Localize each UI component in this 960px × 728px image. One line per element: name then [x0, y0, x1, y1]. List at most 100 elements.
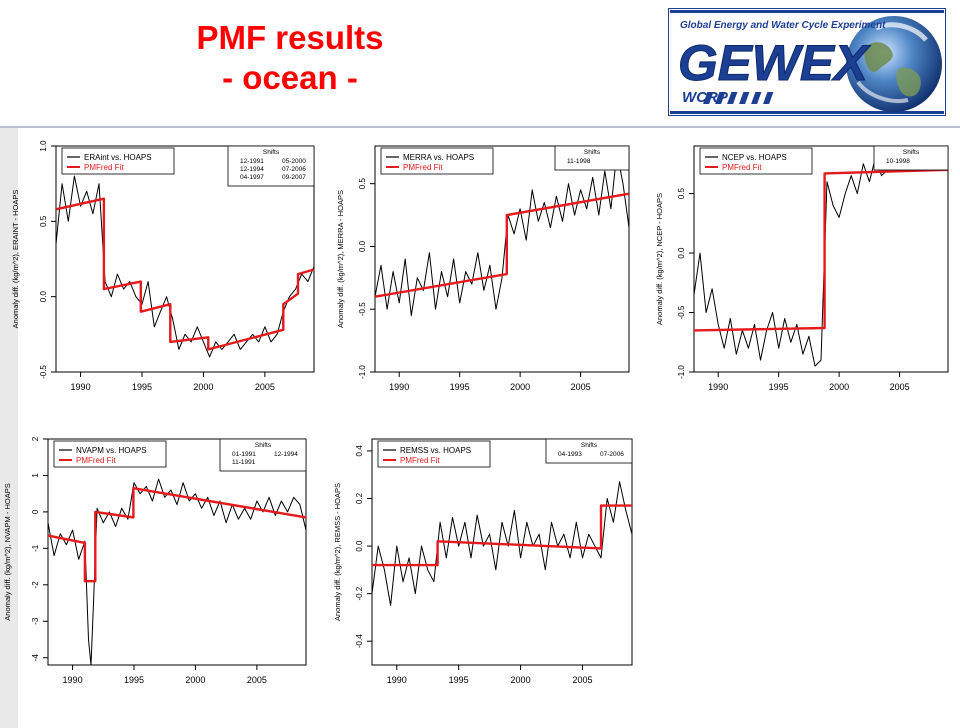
x-tick-label: 1995	[124, 675, 144, 685]
left-gray-band	[0, 128, 18, 728]
shift-date: 10-1998	[886, 158, 910, 165]
chart-ncep: 1990 1995 2000 2005 -1.0 -0.5 0.0 0.5 Anomaly di…	[655, 145, 949, 392]
x-tick-label: 2005	[247, 675, 267, 685]
y-axis-label: Anomaly diff. (kg/m^2), ERAINT - HOAPS	[11, 190, 20, 329]
series-line	[374, 151, 630, 316]
shifts-box	[227, 145, 315, 187]
y-tick-label: -0.4	[355, 634, 364, 648]
shift-date: 04-1993	[558, 451, 582, 458]
logo-wordmark: GEWEX	[678, 35, 871, 91]
x-tick-label: 1990	[708, 382, 728, 392]
y-tick-label: -1	[31, 544, 40, 552]
y-tick-label: 0.5	[358, 178, 367, 190]
x-tick-label: 1995	[450, 382, 470, 392]
chart-remss: 1990 1995 2000 2005 -0.4 -0.2 0.0 0.2 0.4 Anomaly…	[333, 438, 633, 685]
y-tick-label: -1.0	[358, 365, 367, 379]
shifts-box	[545, 438, 633, 464]
y-axis-label: Anomaly diff. (kg/m^2), NCEP - HOAPS	[655, 193, 664, 325]
x-tick-label: 1990	[63, 675, 83, 685]
fit-line	[55, 197, 315, 351]
shift-date: 11-1998	[567, 158, 591, 165]
y-tick-label: 0.0	[39, 291, 48, 303]
legend-entry: REMSS vs. HOAPS	[400, 446, 471, 455]
shifts-label: Shifts	[263, 149, 280, 156]
y-tick-label: -1.0	[677, 365, 686, 379]
shift-date: 09-2007	[282, 174, 306, 181]
legend-box	[53, 440, 167, 468]
y-tick-label: 2	[31, 436, 40, 441]
y-tick-label: 0.4	[355, 445, 364, 457]
y-tick-label: -0.2	[355, 586, 364, 600]
y-axis-label: Anomaly diff. (kg/m^2), NVAPM - HOAPS	[3, 483, 12, 620]
legend-entry: NCEP vs. HOAPS	[722, 153, 787, 162]
legend-entry: PMFred Fit	[400, 456, 440, 465]
legend-box	[699, 147, 813, 175]
legend-box	[61, 147, 175, 175]
x-tick-label: 2000	[193, 382, 213, 392]
fit-line	[374, 192, 630, 298]
y-tick-label: -0.5	[358, 302, 367, 316]
x-tick-label: 2005	[890, 382, 910, 392]
legend-entry: PMFred Fit	[76, 456, 116, 465]
gewex-logo: Global Energy and Water Cycle Experiment…	[667, 7, 947, 117]
title-block: PMF results - ocean -	[150, 18, 430, 98]
plot-frame	[374, 145, 630, 373]
x-tick-label: 1990	[387, 675, 407, 685]
x-tick-label: 2005	[571, 382, 591, 392]
shift-date: 07-2006	[600, 451, 624, 458]
x-tick-label: 1990	[71, 382, 91, 392]
legend-entry: MERRA vs. HOAPS	[403, 153, 474, 162]
x-tick-label: 1995	[132, 382, 152, 392]
y-tick-label: -0.5	[39, 365, 48, 379]
x-tick-label: 2000	[510, 382, 530, 392]
shifts-label: Shifts	[584, 149, 601, 156]
shift-date: 01-1991	[232, 451, 256, 458]
legend-entry: PMFred Fit	[722, 163, 762, 172]
shift-date: 04-1997	[240, 174, 264, 181]
shift-date: 12-1994	[240, 166, 264, 173]
legend-box	[380, 147, 494, 175]
chart-merra: 1990 1995 2000 2005 -1.0 -0.5 0.0 0.5 Anomaly di…	[336, 145, 630, 392]
x-tick-label: 2000	[185, 675, 205, 685]
x-tick-label: 1995	[769, 382, 789, 392]
shifts-box	[219, 438, 307, 472]
legend-entry: PMFred Fit	[403, 163, 443, 172]
chart-eraint: 1990 1995 2000 2005 -0.5 0.0 0.5 1.0 Anomaly dif…	[11, 140, 315, 392]
shifts-box	[554, 145, 630, 171]
fit-line	[693, 168, 949, 332]
x-tick-label: 1990	[389, 382, 409, 392]
shift-date: 11-1991	[232, 459, 256, 466]
y-tick-label: -3	[31, 617, 40, 625]
series-line	[55, 175, 315, 358]
legend-entry: ERAint vs. HOAPS	[84, 153, 152, 162]
header-divider	[0, 126, 960, 128]
x-tick-label: 1995	[449, 675, 469, 685]
logo-top-text: Global Energy and Water Cycle Experiment	[680, 20, 886, 31]
shift-date: 12-1991	[240, 158, 264, 165]
y-tick-label: -2	[31, 581, 40, 589]
shifts-box	[873, 145, 949, 171]
logo-speed-lines	[703, 92, 774, 104]
y-tick-label: 0.2	[355, 492, 364, 504]
y-tick-label: 0.0	[358, 240, 367, 252]
logo-bottom-rule	[670, 111, 944, 114]
fit-line	[47, 487, 307, 583]
y-tick-label: 0.0	[677, 247, 686, 259]
series-line	[47, 478, 307, 666]
earth-globe-icon	[846, 16, 942, 112]
y-tick-label: 0.5	[677, 187, 686, 199]
y-tick-label: 0.5	[39, 215, 48, 227]
series-line	[371, 481, 633, 606]
y-tick-label: -0.5	[677, 305, 686, 319]
plot-frame	[693, 145, 949, 373]
x-tick-label: 2005	[255, 382, 275, 392]
y-tick-label: -4	[31, 654, 40, 662]
shifts-label: Shifts	[581, 442, 598, 449]
plot-frame	[47, 438, 307, 666]
logo-top-rule	[670, 10, 944, 13]
legend-entry: PMFred Fit	[84, 163, 124, 172]
y-axis-label: Anomaly diff. (kg/m^2), MERRA - HOAPS	[336, 190, 345, 328]
page-title: PMF results	[196, 19, 384, 56]
legend-entry: NVAPM vs. HOAPS	[76, 446, 147, 455]
